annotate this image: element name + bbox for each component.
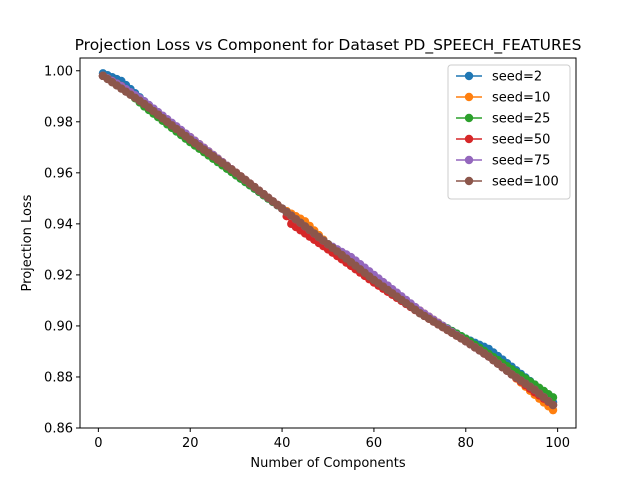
legend-item: seed=2 bbox=[456, 70, 542, 85]
series-layer bbox=[98, 69, 558, 415]
legend-label: seed=50 bbox=[492, 133, 550, 148]
legend-marker bbox=[464, 134, 474, 144]
legend-marker bbox=[464, 155, 474, 165]
legend-item: seed=75 bbox=[456, 154, 550, 169]
y-tick-label: 1.00 bbox=[44, 64, 73, 79]
legend-marker bbox=[464, 92, 474, 102]
x-tick-label: 0 bbox=[94, 436, 102, 451]
legend-item: seed=100 bbox=[456, 175, 559, 190]
legend-box bbox=[447, 64, 571, 200]
x-tick-label: 60 bbox=[366, 436, 383, 451]
legend-item: seed=10 bbox=[456, 91, 550, 106]
legend-marker bbox=[464, 113, 474, 123]
series-seed-100 bbox=[98, 71, 558, 410]
y-tick-label: 0.90 bbox=[44, 319, 73, 334]
plot-frame bbox=[79, 57, 577, 429]
y-tick-label: 0.88 bbox=[44, 370, 73, 385]
y-axis-label: Projection Loss bbox=[20, 194, 35, 291]
y-tick-label: 0.92 bbox=[44, 268, 73, 283]
data-point bbox=[548, 400, 558, 410]
x-tick-label: 80 bbox=[458, 436, 475, 451]
legend-label: seed=25 bbox=[492, 112, 550, 127]
legend-marker bbox=[464, 71, 474, 81]
legend-item: seed=50 bbox=[456, 133, 550, 148]
legend: seed=2 seed=10 seed=25 seed=50 seed=75 seed=1… bbox=[447, 64, 571, 200]
x-tick-label: 40 bbox=[274, 436, 291, 451]
x-tick-label: 20 bbox=[182, 436, 199, 451]
chart-title: Projection Loss vs Component for Dataset… bbox=[75, 36, 582, 55]
y-tick-label: 0.94 bbox=[44, 217, 73, 232]
legend-label: seed=2 bbox=[492, 70, 542, 85]
x-tick-label: 100 bbox=[545, 436, 570, 451]
legend-label: seed=75 bbox=[492, 154, 550, 169]
y-tick-label: 0.86 bbox=[44, 422, 73, 437]
legend-marker bbox=[464, 176, 474, 186]
y-tick-label: 0.96 bbox=[44, 166, 73, 181]
legend-item: seed=25 bbox=[456, 112, 550, 127]
x-axis: 0 20 40 60 80 100 bbox=[94, 428, 570, 451]
y-tick-label: 0.98 bbox=[44, 115, 73, 130]
y-axis: 0.86 0.88 0.90 0.92 0.94 0.96 0.98 1.00 bbox=[44, 64, 80, 437]
x-axis-label: Number of Components bbox=[250, 456, 405, 471]
legend-label: seed=100 bbox=[492, 175, 559, 190]
legend-label: seed=10 bbox=[492, 91, 550, 106]
